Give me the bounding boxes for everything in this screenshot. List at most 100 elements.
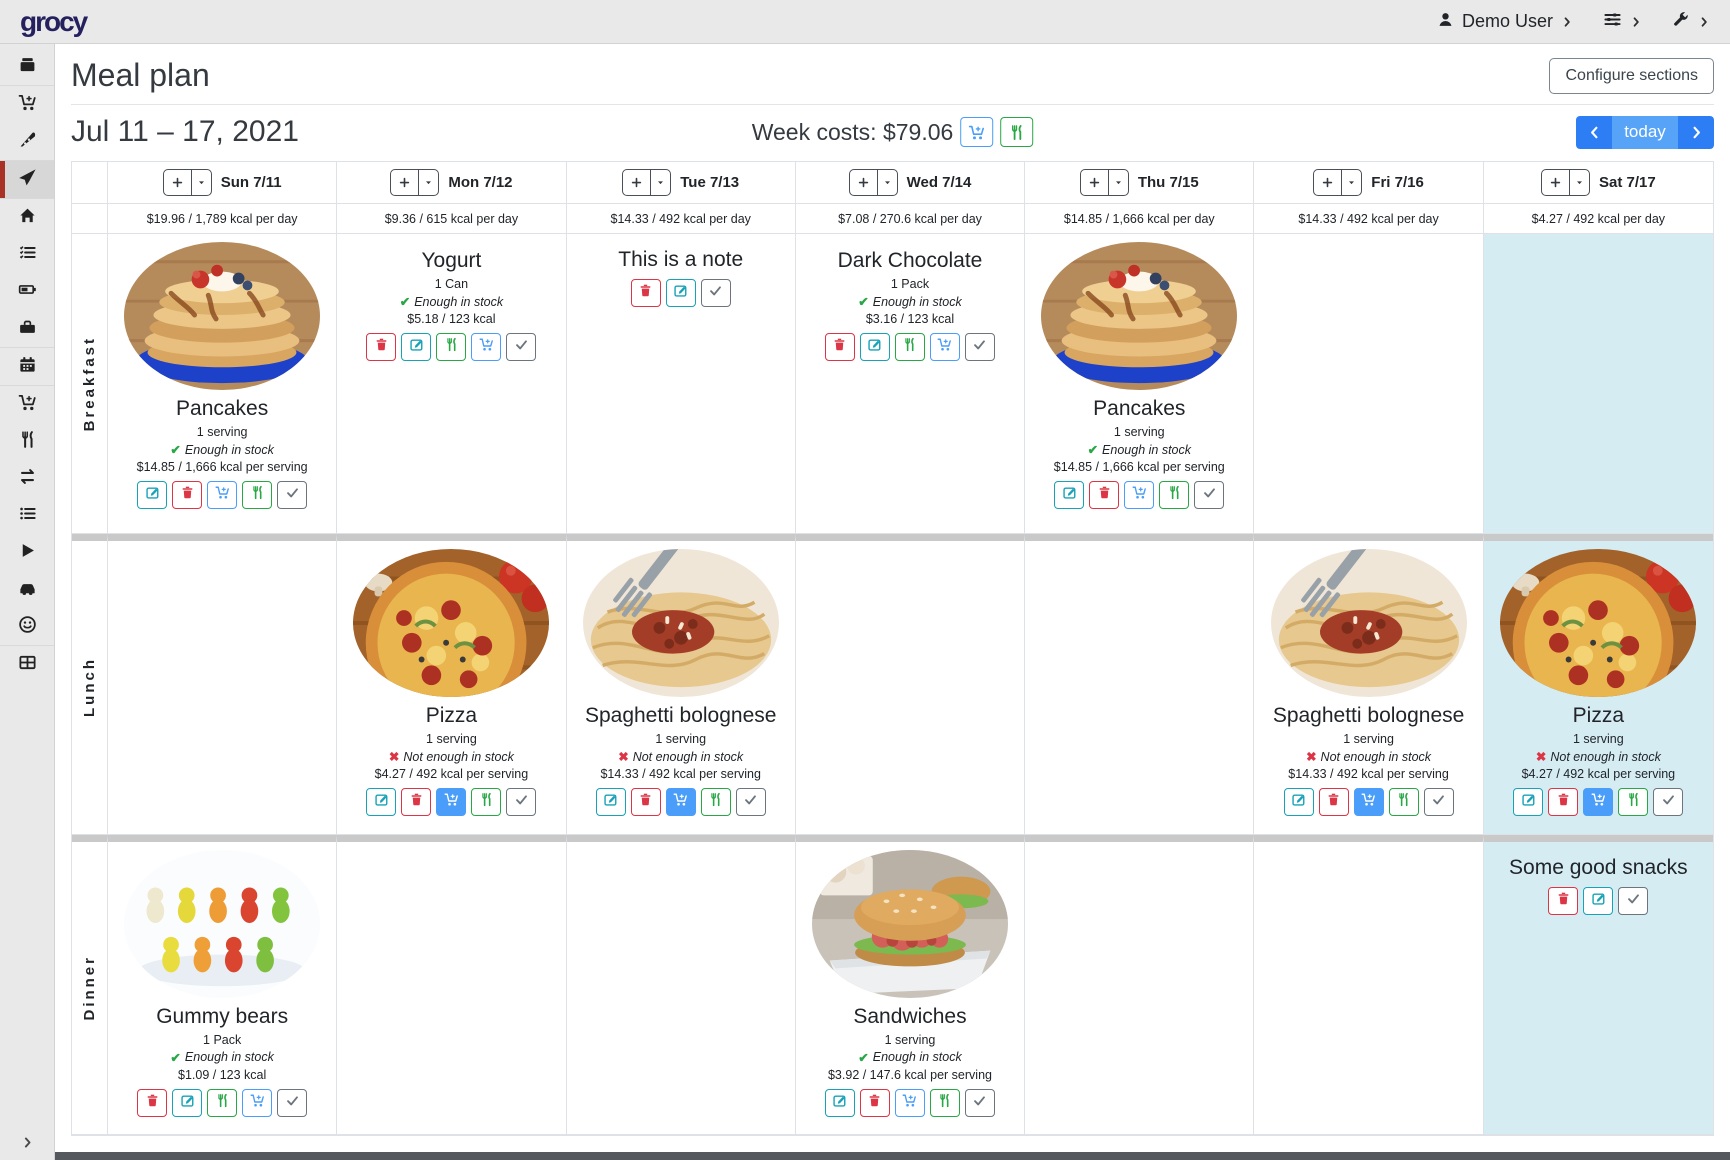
trash-button[interactable]: [1548, 886, 1579, 915]
trash-button[interactable]: [630, 279, 661, 307]
check-button[interactable]: [506, 788, 537, 817]
sidebar-item-tasks[interactable]: [0, 236, 54, 273]
user-menu[interactable]: Demo User: [1437, 11, 1573, 33]
add-to-cart-button[interactable]: [894, 1088, 925, 1117]
consume-button[interactable]: [242, 481, 273, 510]
add-meal-button[interactable]: [1081, 170, 1109, 195]
add-to-cart-button-active[interactable]: [436, 788, 467, 817]
add-meal-dropdown-button[interactable]: [419, 170, 438, 195]
pizza-image[interactable]: [353, 549, 550, 698]
add-to-cart-button[interactable]: [207, 481, 238, 510]
sidebar-collapse-button[interactable]: [0, 1124, 54, 1160]
consume-button[interactable]: [1388, 788, 1419, 817]
add-to-cart-button-active[interactable]: [1583, 788, 1614, 817]
week-add-to-cart-button[interactable]: [960, 117, 994, 147]
add-meal-button[interactable]: [164, 170, 192, 195]
trash-button[interactable]: [1548, 788, 1579, 817]
add-to-cart-button[interactable]: [1124, 481, 1155, 510]
edit-button[interactable]: [172, 1088, 203, 1117]
trash-button[interactable]: [1318, 788, 1349, 817]
sidebar-item-cart[interactable]: [0, 86, 54, 123]
admin-menu[interactable]: [1672, 10, 1710, 33]
add-meal-button[interactable]: [391, 170, 420, 195]
sidebar-item-car[interactable]: [0, 571, 54, 608]
sidebar-item-table[interactable]: [0, 646, 54, 683]
add-to-cart-button-active[interactable]: [1353, 788, 1384, 817]
consume-button[interactable]: [1159, 481, 1190, 510]
check-button[interactable]: [277, 481, 308, 510]
edit-button[interactable]: [1513, 788, 1544, 817]
spaghetti-image[interactable]: [1270, 549, 1467, 698]
edit-button[interactable]: [859, 333, 890, 362]
check-button[interactable]: [964, 1088, 995, 1117]
pancakes-image[interactable]: [1041, 242, 1238, 390]
sidebar-item-utensils[interactable]: [0, 423, 54, 460]
trash-button[interactable]: [859, 1088, 890, 1117]
trash-button[interactable]: [172, 481, 203, 510]
add-to-cart-button-active[interactable]: [665, 788, 696, 817]
add-meal-button[interactable]: [1542, 170, 1570, 195]
consume-button[interactable]: [929, 1088, 960, 1117]
add-to-cart-button[interactable]: [242, 1088, 273, 1117]
add-meal-button[interactable]: [623, 170, 652, 195]
sidebar-item-paper-plane-active[interactable]: [0, 161, 54, 199]
sidebar-item-calendar[interactable]: [0, 348, 54, 386]
add-meal-dropdown-button[interactable]: [1109, 170, 1128, 195]
consume-button[interactable]: [1618, 788, 1649, 817]
check-button[interactable]: [1423, 788, 1454, 817]
sidebar-item-play[interactable]: [0, 534, 54, 571]
edit-button[interactable]: [137, 481, 168, 510]
check-button[interactable]: [700, 279, 731, 307]
add-meal-dropdown-button[interactable]: [1342, 170, 1361, 195]
edit-button[interactable]: [1283, 788, 1314, 817]
next-week-button[interactable]: [1678, 115, 1714, 149]
sidebar-item-exchange[interactable]: [0, 460, 54, 497]
pizza-image[interactable]: [1500, 549, 1697, 698]
previous-week-button[interactable]: [1576, 115, 1612, 149]
sidebar-item-list[interactable]: [0, 497, 54, 534]
check-button[interactable]: [277, 1088, 308, 1117]
sidebar-item-smiley[interactable]: [0, 608, 54, 646]
check-button[interactable]: [1653, 788, 1684, 817]
bottom-scrollbar[interactable]: [55, 1152, 1730, 1160]
add-meal-button[interactable]: [1314, 170, 1343, 195]
sidebar-item-pizza[interactable]: [0, 123, 54, 161]
trash-button[interactable]: [824, 333, 855, 362]
edit-button[interactable]: [1583, 886, 1614, 915]
add-meal-dropdown-button[interactable]: [651, 170, 670, 195]
check-button[interactable]: [1618, 886, 1649, 915]
trash-button[interactable]: [366, 333, 397, 362]
add-meal-dropdown-button[interactable]: [192, 170, 211, 195]
sidebar-item-box[interactable]: [0, 48, 54, 86]
edit-button[interactable]: [1054, 481, 1085, 510]
check-button[interactable]: [735, 788, 766, 817]
trash-button[interactable]: [401, 788, 432, 817]
edit-button[interactable]: [366, 788, 397, 817]
edit-button[interactable]: [665, 279, 696, 307]
sidebar-item-home[interactable]: [0, 199, 54, 236]
add-meal-dropdown-button[interactable]: [878, 170, 897, 195]
today-button[interactable]: today: [1612, 115, 1678, 149]
pancakes-image[interactable]: [124, 242, 321, 390]
edit-button[interactable]: [824, 1088, 855, 1117]
check-button[interactable]: [1194, 481, 1225, 510]
sidebar-item-battery[interactable]: [0, 273, 54, 310]
consume-button[interactable]: [471, 788, 502, 817]
gummy-image[interactable]: [124, 849, 321, 998]
edit-button[interactable]: [595, 788, 626, 817]
sidebar-item-toolbox[interactable]: [0, 310, 54, 348]
add-to-cart-button[interactable]: [471, 333, 502, 362]
trash-button[interactable]: [137, 1088, 168, 1117]
trash-button[interactable]: [630, 788, 661, 817]
check-button[interactable]: [964, 333, 995, 362]
add-to-cart-button[interactable]: [929, 333, 960, 362]
consume-button[interactable]: [894, 333, 925, 362]
add-meal-dropdown-button[interactable]: [1570, 170, 1589, 195]
spaghetti-image[interactable]: [582, 549, 779, 698]
edit-button[interactable]: [401, 333, 432, 362]
add-meal-button[interactable]: [850, 170, 878, 195]
check-button[interactable]: [506, 333, 537, 362]
consume-button[interactable]: [700, 788, 731, 817]
consume-button[interactable]: [207, 1088, 238, 1117]
configure-sections-button[interactable]: Configure sections: [1549, 57, 1714, 94]
